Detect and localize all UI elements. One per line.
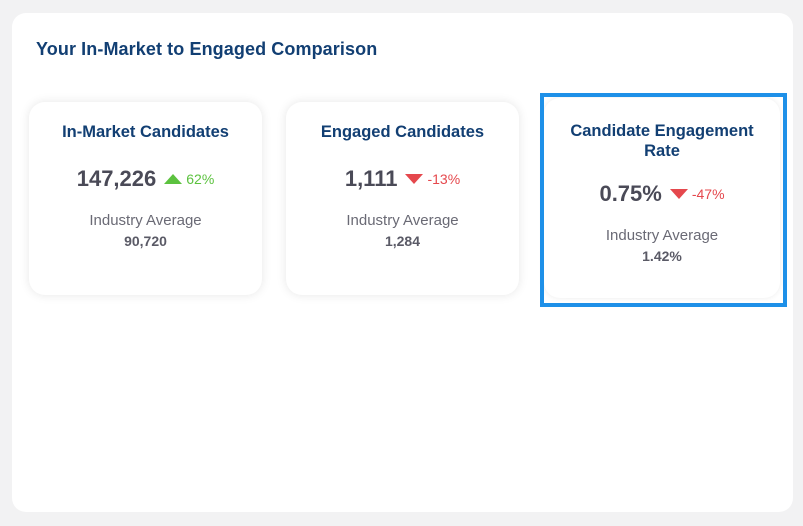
metric-row: 1,111 -13% <box>286 166 519 192</box>
trend-percent: -47% <box>691 186 725 202</box>
metric-value: 0.75% <box>599 181 662 206</box>
panel-title: Your In-Market to Engaged Comparison <box>36 39 378 59</box>
trend-indicator: -13% <box>405 171 460 187</box>
industry-average-label: Industry Average <box>605 227 719 244</box>
triangle-down-icon <box>405 174 424 184</box>
metric-row: 147,226 62% <box>29 166 262 192</box>
trend-percent: 62% <box>186 171 215 187</box>
trend-percent: -13% <box>427 171 461 187</box>
metric-row: 0.75% -47% <box>544 181 780 207</box>
trend-indicator: -47% <box>669 186 725 202</box>
card-engaged-candidates[interactable]: Engaged Candidates 1,111 -13% Industry A… <box>286 102 519 295</box>
card-candidate-engagement-rate[interactable]: Candidate Engagement Rate 0.75% -47% Ind… <box>544 98 780 298</box>
triangle-up-icon <box>164 174 183 184</box>
industry-average-value: 90,720 <box>124 233 167 249</box>
card-title: Engaged Candidates <box>320 123 485 141</box>
industry-average-label: Industry Average <box>89 212 202 229</box>
industry-average-value: 1.42% <box>642 248 682 264</box>
card-in-market-candidates[interactable]: In-Market Candidates 147,226 62% Industr… <box>29 102 262 295</box>
industry-average-value: 1,284 <box>384 233 421 249</box>
trend-indicator: 62% <box>164 171 214 187</box>
comparison-panel: Your In-Market to Engaged Comparison In-… <box>12 13 793 512</box>
metric-value: 1,111 <box>344 166 398 191</box>
triangle-down-icon <box>669 189 688 199</box>
card-title: Candidate Engagement Rate <box>570 122 754 160</box>
metric-value: 147,226 <box>76 166 157 191</box>
industry-average-label: Industry Average <box>346 212 459 229</box>
card-title: In-Market Candidates <box>62 123 229 141</box>
